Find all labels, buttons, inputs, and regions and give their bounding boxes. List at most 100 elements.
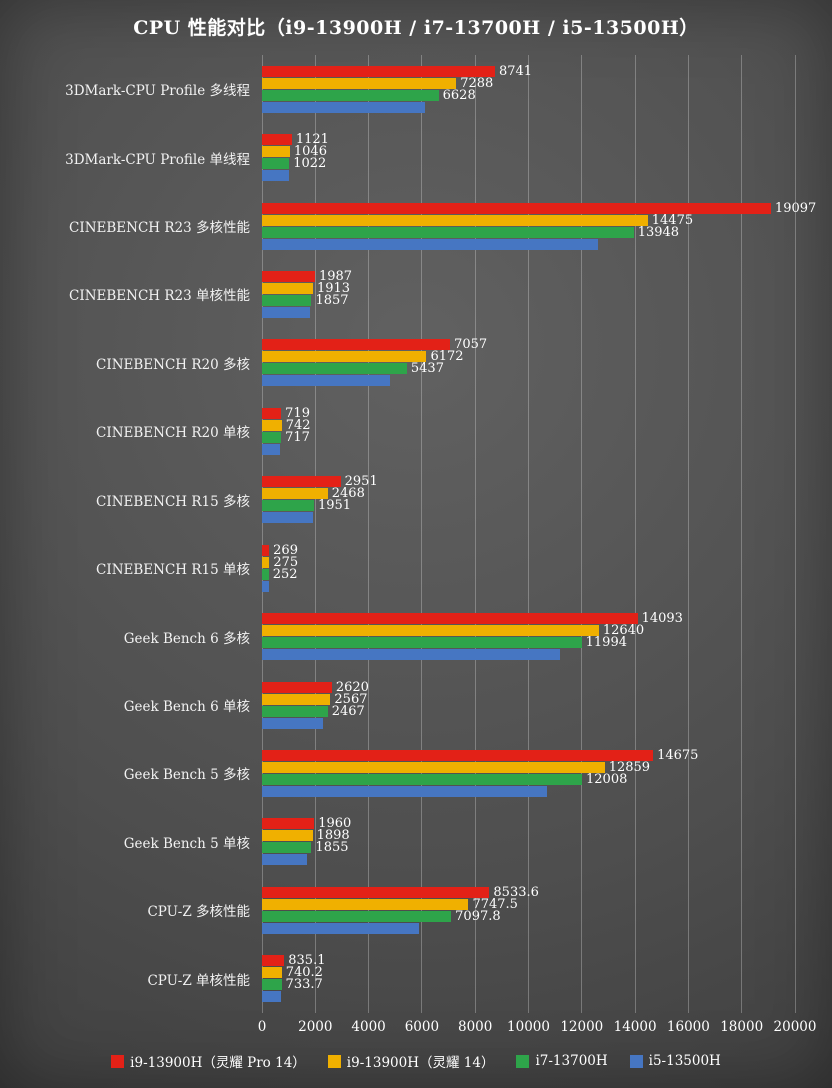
value-label: 13948 bbox=[637, 224, 680, 240]
bar-row bbox=[262, 649, 795, 661]
bar-row bbox=[262, 785, 795, 797]
x-tick-label: 8000 bbox=[458, 1019, 493, 1035]
bar bbox=[262, 488, 328, 500]
bar-row: 7747.5 bbox=[262, 898, 795, 911]
bar-row bbox=[262, 991, 795, 1003]
bar bbox=[262, 568, 269, 580]
gridline bbox=[261, 55, 263, 1013]
bars: 1121 1046 1022 bbox=[262, 133, 795, 182]
bar-group: 3DMark-CPU Profile 单线程 1121 1046 1022 bbox=[0, 123, 795, 191]
gridline bbox=[794, 55, 796, 1013]
legend-item: i9-13900H（灵耀 14） bbox=[327, 1051, 495, 1071]
value-label: 2567 bbox=[334, 691, 368, 707]
bar bbox=[262, 134, 292, 146]
bar-group: CPU-Z 单核性能 835.1 740.2 733.7 bbox=[0, 944, 795, 1012]
bar bbox=[262, 500, 314, 512]
bar bbox=[262, 854, 308, 866]
bar-row: 2951 bbox=[262, 475, 795, 488]
bar bbox=[262, 476, 341, 488]
bar-group: Geek Bench 6 多核 14093 12640 11994 bbox=[0, 602, 795, 670]
gridline bbox=[687, 55, 689, 1013]
bar-row: 12640 bbox=[262, 624, 795, 637]
x-tick-label: 12000 bbox=[560, 1019, 604, 1035]
value-label: 835.1 bbox=[288, 953, 326, 969]
bar-row: 1121 bbox=[262, 133, 795, 146]
bar-row bbox=[262, 580, 795, 592]
value-label: 7097.8 bbox=[455, 908, 501, 924]
value-label: 12859 bbox=[608, 759, 651, 775]
bar-row: 1960 bbox=[262, 816, 795, 832]
bars: 719 742 717 bbox=[262, 405, 795, 455]
x-tick-label: 14000 bbox=[613, 1019, 657, 1035]
bar-row: 1987 bbox=[262, 270, 795, 283]
bar-row: 1898 bbox=[262, 829, 795, 842]
bar-groups: 3DMark-CPU Profile 多线程 8741 7288 6628 3DMark… bbox=[0, 55, 816, 1013]
bar-row: 8741 bbox=[262, 65, 795, 78]
value-label: 1960 bbox=[318, 816, 352, 832]
bar-group: Geek Bench 5 多核 14675 12859 12008 bbox=[0, 739, 795, 807]
bar bbox=[262, 170, 289, 182]
bars: 19097 14475 13948 bbox=[262, 202, 816, 250]
bar bbox=[262, 419, 282, 431]
legend-item: i7-13700H bbox=[516, 1053, 608, 1069]
x-tick-label: 18000 bbox=[720, 1019, 764, 1035]
bar-row bbox=[262, 101, 795, 113]
bar bbox=[262, 613, 638, 625]
bar-row: 8533.6 bbox=[262, 886, 795, 899]
value-label: 19097 bbox=[774, 200, 817, 216]
bar-row: 733.7 bbox=[262, 978, 795, 991]
category-label: CPU-Z 单核性能 bbox=[147, 972, 250, 989]
bar bbox=[262, 226, 634, 238]
bar-group: Geek Bench 6 单核 2620 2567 2467 bbox=[0, 671, 795, 739]
bar-row: 11994 bbox=[262, 636, 795, 649]
bar bbox=[262, 407, 282, 419]
bar bbox=[262, 717, 324, 729]
gridline bbox=[421, 55, 423, 1013]
bar-row: 1022 bbox=[262, 157, 795, 170]
gridline bbox=[314, 55, 316, 1013]
legend-label: i5-13500H bbox=[648, 1053, 721, 1069]
value-label: 1857 bbox=[315, 292, 349, 308]
bar-row bbox=[262, 922, 795, 934]
bar-row: 19097 bbox=[262, 202, 816, 215]
category-label: Geek Bench 6 多核 bbox=[123, 630, 250, 647]
bars: 14093 12640 11994 bbox=[262, 612, 795, 661]
bar bbox=[262, 649, 561, 661]
bar-row: 2620 bbox=[262, 681, 795, 694]
bar-group: Geek Bench 5 单核 1960 1898 1855 bbox=[0, 808, 795, 876]
bar-row: 717 bbox=[262, 431, 795, 444]
gridline bbox=[368, 55, 370, 1013]
bar bbox=[262, 955, 285, 967]
bar-group: CPU-Z 多核性能 8533.6 7747.5 7097.8 bbox=[0, 876, 795, 944]
legend: i9-13900H（灵耀 Pro 14） i9-13900H（灵耀 14） i7-1… bbox=[0, 1051, 832, 1071]
category-label: Geek Bench 5 多核 bbox=[123, 767, 250, 784]
bars: 14675 12859 12008 bbox=[262, 749, 795, 797]
bar-row: 14475 bbox=[262, 214, 795, 227]
bar-row: 740.2 bbox=[262, 966, 795, 979]
bar bbox=[262, 158, 290, 170]
bar bbox=[262, 202, 771, 214]
bar bbox=[262, 431, 282, 443]
bar-row bbox=[262, 512, 795, 524]
value-label: 252 bbox=[272, 566, 298, 582]
category-label: 3DMark-CPU Profile 单线程 bbox=[65, 151, 250, 168]
bar-row: 7097.8 bbox=[262, 908, 795, 924]
bars: 835.1 740.2 733.7 bbox=[262, 953, 795, 1003]
bar-row: 2567 bbox=[262, 691, 795, 707]
value-label: 12008 bbox=[586, 771, 628, 787]
legend-label: i9-13900H（灵耀 14） bbox=[346, 1055, 495, 1071]
x-tick-label: 16000 bbox=[666, 1019, 710, 1035]
bar-row: 5437 bbox=[262, 362, 795, 375]
x-tick-label: 10000 bbox=[507, 1019, 550, 1035]
bar-row bbox=[262, 306, 795, 318]
bar bbox=[262, 544, 270, 556]
value-label: 719 bbox=[285, 405, 310, 421]
bar bbox=[262, 294, 312, 306]
bar-group: CINEBENCH R20 多核 7057 6172 5437 bbox=[0, 329, 795, 397]
value-label: 6628 bbox=[442, 87, 476, 103]
bar bbox=[262, 89, 439, 101]
bars: 1960 1898 1855 bbox=[262, 816, 795, 866]
bar-row bbox=[262, 170, 795, 182]
gridline bbox=[581, 55, 583, 1013]
